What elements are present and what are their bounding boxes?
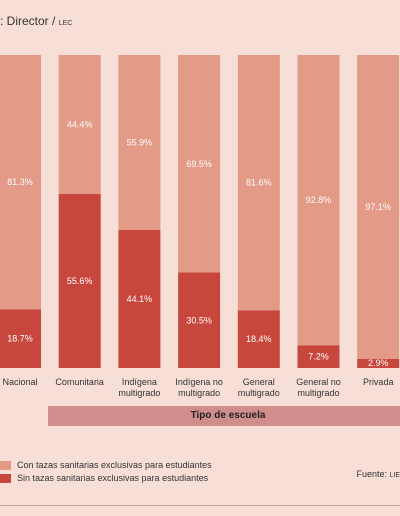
category-label-general-multigrado: General multigrado — [238, 377, 280, 398]
bar-con-indigena-no-multigrado — [178, 55, 221, 273]
label-con-nacional: 81.3% — [7, 177, 33, 187]
category-label-comunitaria: Comunitaria — [55, 377, 104, 387]
category-label-indigena-no-multigrado: Indígena no multigrado — [175, 377, 223, 398]
bar-sin-privada — [357, 358, 400, 368]
x-axis-title: Tipo de escuela — [190, 410, 266, 421]
category-label-general-no-multigrado: General no multigrado — [296, 377, 341, 398]
category-label-privada: Privada — [363, 377, 394, 387]
bar-sin-comunitaria — [58, 193, 101, 368]
bar-con-indigena-multigrado — [118, 55, 161, 230]
subtitle-prefix: : Director / — [0, 14, 59, 28]
bar-sin-indigena-multigrado — [118, 229, 161, 368]
label-con-general-multigrado: 81.6% — [246, 178, 272, 188]
source-note: Fuente: LIE — [356, 469, 400, 479]
label-sin-indigena-multigrado: 44.1% — [127, 294, 153, 304]
bar-con-privada — [357, 55, 400, 359]
label-con-privada: 97.1% — [365, 202, 391, 212]
bar-con-comunitaria — [58, 55, 101, 194]
label-sin-privada: 2.9% — [368, 358, 389, 368]
chart-subtitle: : Director / LEC — [0, 14, 72, 28]
subtitle-suffix: LEC — [58, 20, 73, 27]
label-sin-indigena-no-multigrado: 30.5% — [186, 315, 212, 325]
bar-sin-general-multigrado — [237, 310, 280, 368]
bar-sin-general-no-multigrado — [297, 345, 340, 368]
x-axis-band — [48, 406, 400, 426]
bar-sin-indigena-no-multigrado — [178, 272, 221, 368]
legend-label-sin: Sin tazas sanitarias exclusivas para est… — [17, 473, 209, 483]
bar-con-general-multigrado — [237, 55, 280, 311]
label-con-comunitaria: 44.4% — [67, 119, 93, 129]
bar-con-general-no-multigrado — [297, 55, 340, 346]
stacked-bar-chart: 81.3% 18.7% Nacional 44.4% 55.6% Comunitaria 5… — [0, 55, 400, 398]
legend-item-con: Con tazas sanitarias exclusivas para est… — [0, 460, 212, 471]
source-prefix: Fuente: — [356, 469, 390, 479]
category-label-nacional: Nacional — [2, 377, 37, 387]
label-sin-comunitaria: 55.6% — [67, 276, 93, 286]
legend-label-con: Con tazas sanitarias exclusivas para est… — [17, 460, 212, 470]
bar-sin-nacional — [0, 309, 41, 368]
label-sin-nacional: 18.7% — [7, 334, 33, 344]
bottom-rule — [0, 505, 400, 506]
legend-swatch-sin — [0, 474, 11, 484]
category-label-indigena-multigrado: Indígena multigrado — [118, 377, 160, 398]
label-con-indigena-no-multigrado: 69.5% — [186, 159, 212, 169]
label-sin-general-multigrado: 18.4% — [246, 334, 272, 344]
legend-swatch-con — [0, 461, 11, 471]
label-sin-general-no-multigrado: 7.2% — [308, 352, 329, 362]
bar-con-nacional — [0, 55, 41, 310]
source-suffix: LIE — [389, 472, 400, 479]
label-con-indigena-multigrado: 55.9% — [127, 137, 153, 147]
label-con-general-no-multigrado: 92.8% — [306, 195, 332, 205]
legend-item-sin: Sin tazas sanitarias exclusivas para est… — [0, 473, 209, 484]
